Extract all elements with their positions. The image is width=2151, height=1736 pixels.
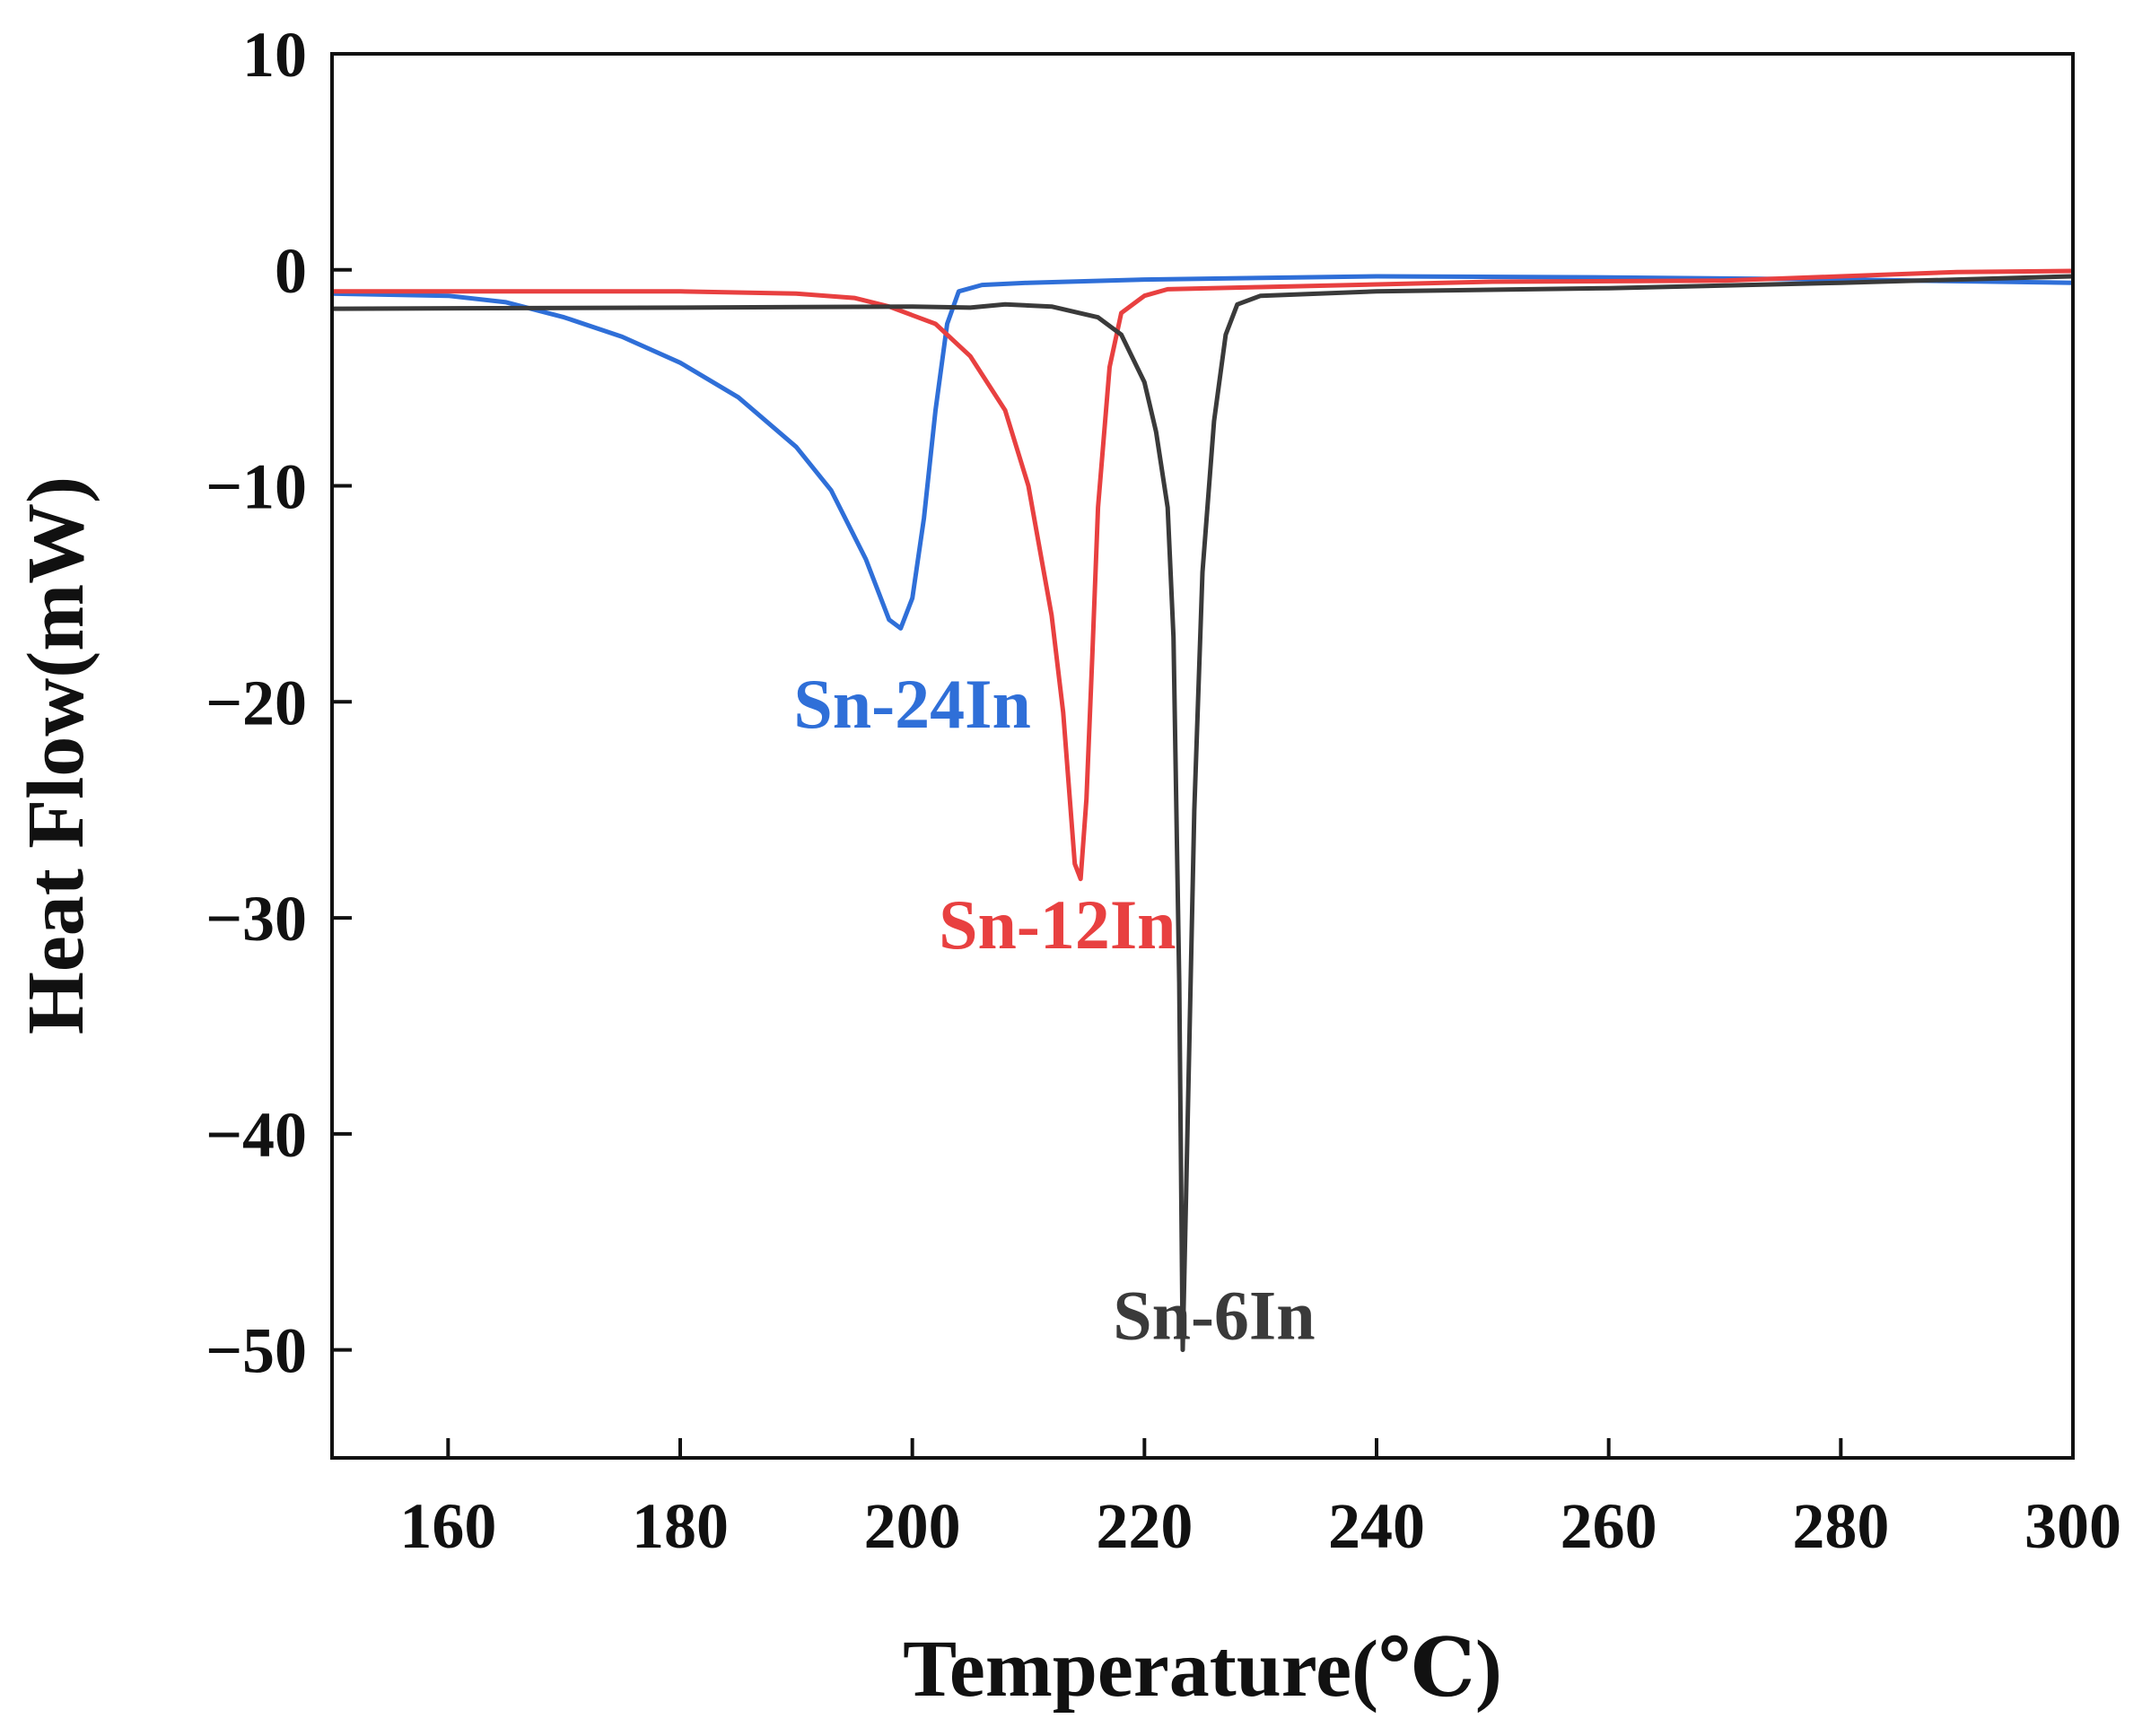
x-tick-label-180: 180 [632, 1490, 729, 1562]
x-tick-label-220: 220 [1096, 1490, 1193, 1562]
series-layer [331, 268, 2074, 1353]
x-tick-label-160: 160 [399, 1490, 496, 1562]
series-label-sn-6in: Sn-6In [1113, 1277, 1315, 1355]
x-tick-label-240: 240 [1328, 1490, 1425, 1562]
plot-frame [330, 52, 2075, 1460]
series-line-sn-12in [332, 268, 2074, 882]
x-axis-title: Temperature(℃) [903, 1625, 1502, 1714]
y-tick-label-0: 0 [275, 235, 307, 307]
series-label-sn-12in: Sn-12In [939, 885, 1176, 964]
y-tick-label-10: 10 [242, 19, 307, 91]
series-label-sn-24in: Sn-24In [793, 665, 1030, 743]
x-tick-label-260: 260 [1561, 1490, 1657, 1562]
x-tick-label-300: 300 [2024, 1490, 2121, 1562]
y-tick-label--40: −40 [205, 1099, 307, 1171]
series-line-sn-24in [331, 274, 2074, 631]
y-tick-label--50: −50 [205, 1315, 307, 1387]
y-tick-label--10: −10 [205, 451, 307, 523]
x-tick-label-280: 280 [1792, 1490, 1889, 1562]
label-layer: Sn-24In Sn-12In Sn-6In [793, 665, 1315, 1354]
y-axis-title: Heat Flow(mW) [12, 476, 101, 1034]
series-line-sn-6in [331, 274, 2074, 1353]
y-tick-label--20: −20 [205, 667, 307, 738]
y-tick-label--30: −30 [205, 883, 307, 955]
x-tick-label-200: 200 [864, 1490, 961, 1562]
axis-layer: 160 180 200 220 240 260 280 300 10 0 −10 −20 −30 −40 −… [205, 19, 2121, 1562]
